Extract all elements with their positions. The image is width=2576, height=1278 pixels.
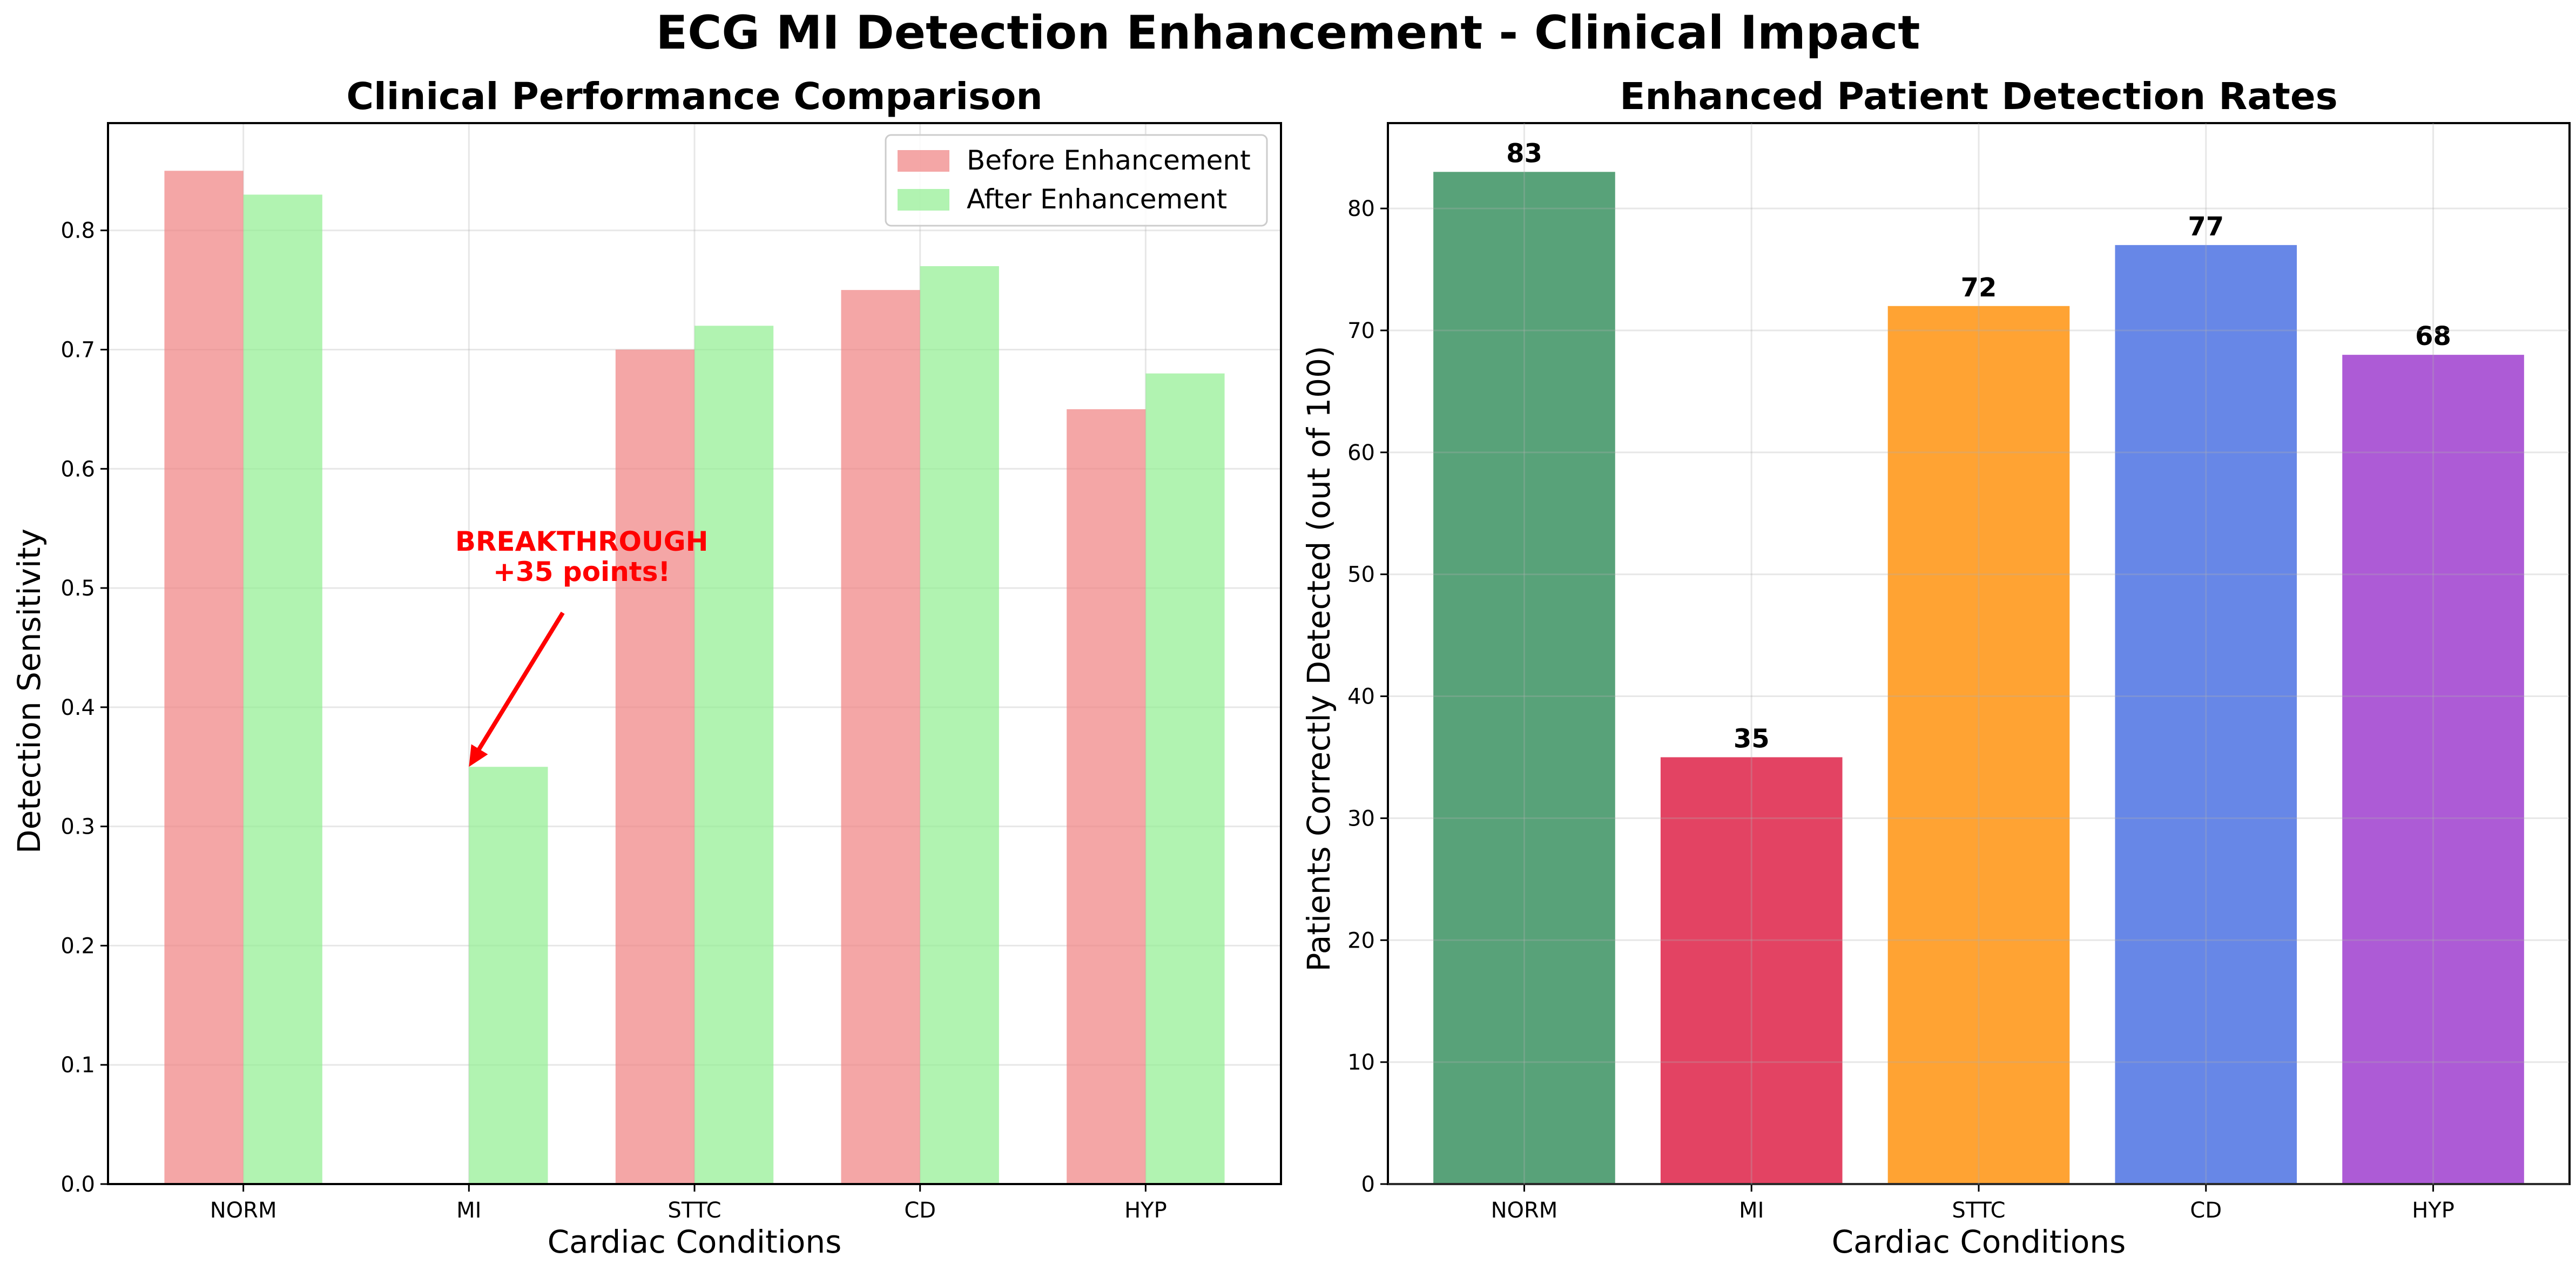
figure-title: ECG MI Detection Enhancement - Clinical … xyxy=(656,6,1920,60)
bar-after-enhancement xyxy=(243,194,322,1184)
right-x-tick-label: HYP xyxy=(2412,1198,2454,1223)
bar-after-enhancement xyxy=(694,326,774,1184)
bar-value-label: 68 xyxy=(2415,321,2451,351)
annotation-text-line: +35 points! xyxy=(493,556,670,587)
right-y-axis-label: Patients Correctly Detected (out of 100) xyxy=(1300,346,1337,971)
left-y-tick-label: 0.0 xyxy=(60,1172,95,1197)
bar-before-enhancement xyxy=(164,171,244,1185)
bar-after-enhancement xyxy=(1145,373,1225,1185)
right-x-tick-label: STTC xyxy=(1952,1198,2005,1223)
bar-value-label: 77 xyxy=(2188,212,2224,242)
right-axes-frame xyxy=(1387,122,2571,1185)
legend-label: After Enhancement xyxy=(967,184,1227,215)
bar-value-label: 83 xyxy=(1506,138,1542,168)
left-y-tick-label: 0.8 xyxy=(60,219,95,244)
right-y-tick-label: 80 xyxy=(1347,197,1375,221)
annotation-arrow-head xyxy=(469,744,488,767)
breakthrough-annotation: BREAKTHROUGH+35 points! xyxy=(455,526,709,767)
right-chart: Enhanced Patient Detection Rates Cardiac… xyxy=(1300,75,2571,1260)
bar-before-enhancement xyxy=(615,349,694,1184)
right-x-tick-label: MI xyxy=(1739,1198,1764,1223)
bar-norm xyxy=(1433,172,1615,1184)
bar-value-label: 35 xyxy=(1734,723,1770,754)
left-legend: Before Enhancement After Enhancement xyxy=(885,134,1268,227)
left-chart-title: Clinical Performance Comparison xyxy=(346,75,1042,118)
left-x-tick-label: STTC xyxy=(667,1198,721,1223)
legend-label: Before Enhancement xyxy=(967,145,1251,176)
right-y-tick-label: 70 xyxy=(1347,319,1375,343)
right-y-tick-label: 0 xyxy=(1361,1172,1375,1197)
annotation-text-line: BREAKTHROUGH xyxy=(455,526,709,557)
left-y-tick-label: 0.3 xyxy=(60,815,95,840)
bar-before-enhancement xyxy=(1067,409,1146,1184)
left-y-tick-label: 0.4 xyxy=(60,695,95,720)
left-y-tick-label: 0.5 xyxy=(60,576,95,601)
left-x-tick-label: NORM xyxy=(210,1198,277,1223)
right-x-tick-label: CD xyxy=(2190,1198,2222,1223)
bar-mi xyxy=(1660,757,1843,1184)
right-x-axis-label: Cardiac Conditions xyxy=(1832,1223,2126,1260)
bar-after-enhancement xyxy=(469,767,548,1184)
bar-sttc xyxy=(1887,306,2070,1184)
legend-swatch xyxy=(898,150,949,172)
right-tick-labels: 0 10 20 30 40 50 60 70 80 NORM MI STTC CD HYP xyxy=(1347,197,2454,1223)
bar-after-enhancement xyxy=(920,266,999,1184)
right-bars: 83 35 72 77 68 xyxy=(1433,138,2524,1184)
left-axes-frame xyxy=(107,122,1282,1185)
left-x-tick-label: CD xyxy=(904,1198,936,1223)
bar-cd xyxy=(2115,245,2297,1184)
right-gridlines xyxy=(1388,123,2570,1185)
left-tick-labels: 0.0 0.1 0.2 0.3 0.4 0.5 0.6 0.7 0.8 NORM MI STTC CD H… xyxy=(60,219,1166,1223)
left-x-axis-label: Cardiac Conditions xyxy=(548,1223,842,1260)
right-y-tick-label: 40 xyxy=(1347,685,1375,709)
left-bars xyxy=(164,171,1225,1185)
right-y-tick-label: 20 xyxy=(1347,928,1375,953)
left-y-tick-label: 0.6 xyxy=(60,457,95,482)
right-x-tick-label: NORM xyxy=(1491,1198,1558,1223)
right-y-tick-label: 50 xyxy=(1347,563,1375,587)
left-x-tick-label: HYP xyxy=(1124,1198,1167,1223)
left-y-axis-label: Detection Sensitivity xyxy=(11,529,48,854)
left-legend-box xyxy=(885,134,1268,227)
left-y-tick-label: 0.2 xyxy=(60,934,95,958)
right-y-tick-label: 30 xyxy=(1347,806,1375,831)
bar-value-label: 72 xyxy=(1961,273,1997,303)
left-y-tick-label: 0.7 xyxy=(60,337,95,362)
annotation-arrow-shaft xyxy=(470,611,565,762)
left-chart: Clinical Performance Comparison Cardiac … xyxy=(11,75,1282,1260)
bar-before-enhancement xyxy=(841,290,920,1185)
bar-hyp xyxy=(2342,355,2524,1184)
right-chart-title: Enhanced Patient Detection Rates xyxy=(1620,75,2338,118)
right-y-tick-label: 10 xyxy=(1347,1050,1375,1075)
right-y-tick-label: 60 xyxy=(1347,441,1375,465)
left-x-tick-label: MI xyxy=(456,1198,481,1223)
left-y-tick-label: 0.1 xyxy=(60,1053,95,1078)
legend-swatch xyxy=(898,189,949,211)
